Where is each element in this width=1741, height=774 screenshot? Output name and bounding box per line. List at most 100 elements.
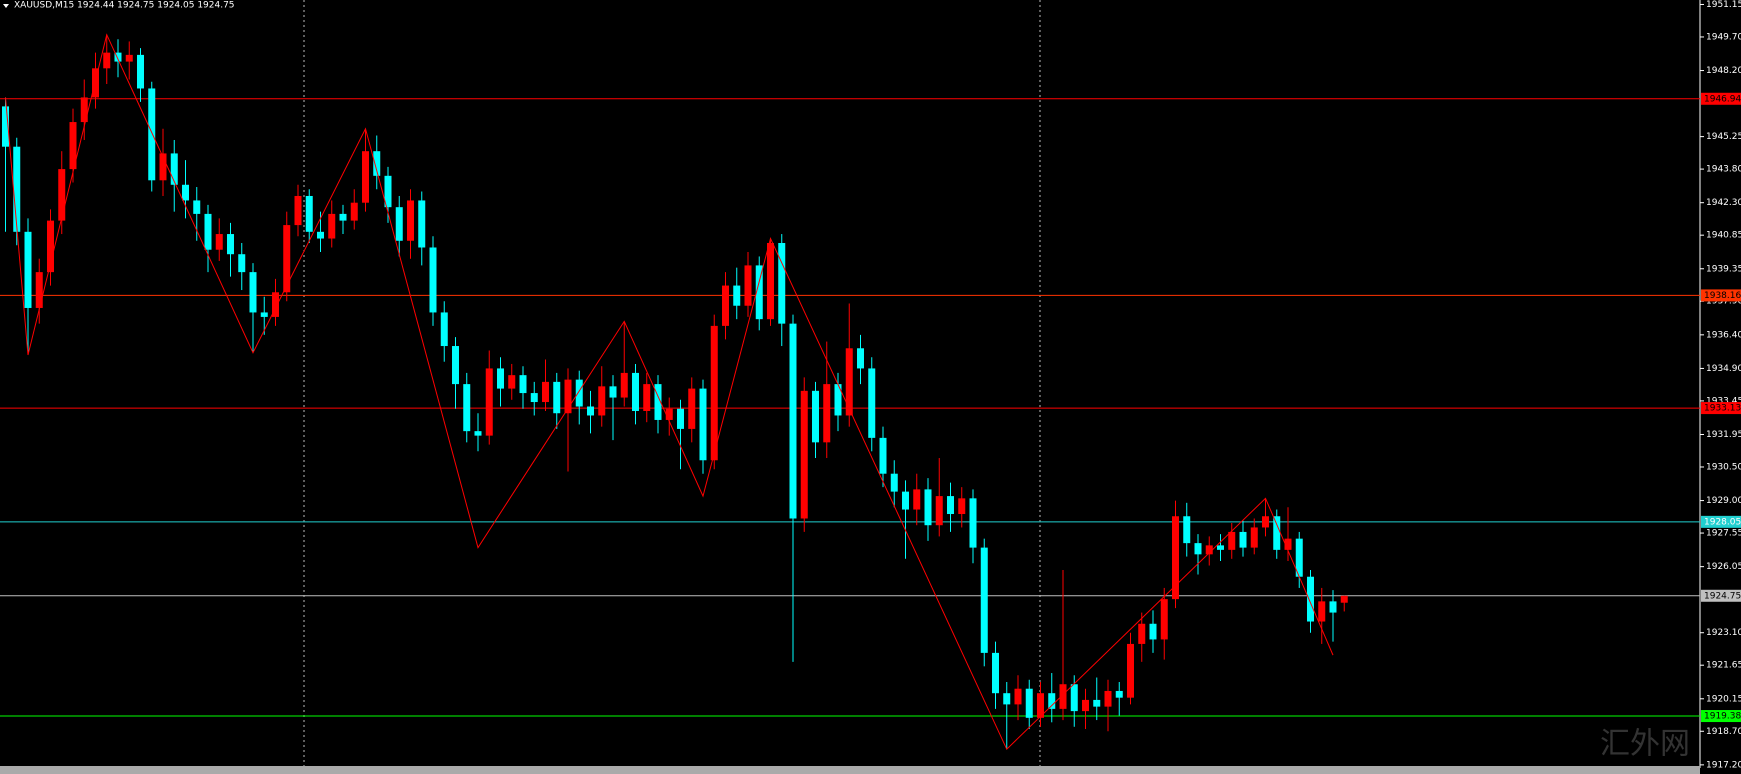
candle-body [553,381,561,414]
candle-body [1273,516,1281,550]
zigzag-line [5,33,1334,751]
candle-body [58,169,66,221]
candle-body [47,220,54,273]
level-label: 1924.75 [1704,591,1741,601]
candle-body [890,473,898,492]
candle-body [1340,595,1348,603]
y-tick-label: 1933.45 [1706,396,1741,406]
candle-body [722,285,729,326]
candle-body [665,408,673,420]
candle-body [620,372,628,398]
candle-body [508,375,516,389]
candle-body [1318,601,1326,622]
y-tick-label: 1923.10 [1706,628,1741,638]
candle-body [935,496,943,526]
y-tick-label: 1949.70 [1706,32,1741,42]
candle-body [958,498,966,515]
candle-body [992,652,999,694]
candle-body [227,234,234,255]
candle-body [1070,684,1078,712]
candle-body [429,247,437,313]
candle-body [1329,601,1337,613]
candle-body [1003,693,1011,705]
candle-body [654,384,662,420]
candle-body [114,52,122,62]
candle-body [1014,688,1022,705]
candle-body [260,312,268,317]
y-tick-label: 1937.90 [1706,297,1741,307]
candle-body [575,379,583,407]
level-label-box [1701,92,1741,105]
candle-body [272,292,279,317]
candle-body [1228,531,1236,550]
candle-body [857,348,864,369]
bottom-bar [0,766,1700,774]
candle-body [463,384,471,432]
candle-body [969,498,977,548]
candle-body [598,386,606,416]
candle-body [362,151,369,203]
candle-body [823,384,831,443]
level-label-box [1701,515,1741,528]
candle-body [1205,545,1213,555]
candle-body [1048,693,1056,709]
y-tick-label: 1936.40 [1706,330,1741,340]
candle-body [215,234,223,250]
candle-body [418,200,426,248]
candle-body [294,195,302,226]
candle-body [13,146,21,232]
candle-body [530,393,538,403]
candle-body [980,547,988,653]
candle-body [1149,623,1157,640]
candle-body [182,184,189,201]
candle-body [913,489,921,510]
candle-body [1025,688,1033,718]
level-label: 1946.94 [1704,94,1741,104]
y-tick-label: 1940.85 [1706,231,1741,241]
candle-body [238,254,246,273]
candle-body [845,348,853,416]
candle-body [407,200,414,241]
candle-body [193,200,201,214]
candle-body [1127,643,1134,698]
y-tick-label: 1942.30 [1706,198,1741,208]
candle-body [947,496,954,515]
candle-body [1295,538,1303,577]
y-tick-label: 1921.65 [1706,661,1741,671]
candle-body [1104,690,1112,707]
candle-body [1262,516,1269,528]
candle-body [103,52,111,69]
candle-body [688,388,696,429]
candle-body [1239,531,1247,548]
candle-body [148,88,156,181]
y-tick-label: 1945.25 [1706,132,1741,142]
level-label-box [1701,710,1741,723]
candle-body [69,122,77,170]
chart-title: XAUUSD,M15 1924.44 1924.75 1924.05 1924.… [14,1,235,11]
candle-body [452,346,459,385]
candle-body [1138,623,1146,644]
y-tick-label: 1927.55 [1706,529,1741,539]
candle-body [1194,543,1202,555]
candle-body [2,106,9,147]
candle-body [80,97,88,123]
candle-body [677,408,684,429]
candle-body [283,225,291,293]
y-tick-label: 1948.20 [1706,66,1741,76]
menu-arrow[interactable] [3,4,9,8]
level-label-box [1701,402,1741,415]
candle-body [1115,690,1123,698]
candle-body [249,272,257,313]
candle-body [755,265,763,320]
level-label: 1928.05 [1704,517,1741,527]
candle-body [24,231,32,308]
candle-body [350,202,358,221]
candle-body [317,231,324,239]
candle-body [170,153,178,185]
candle-body [125,54,133,62]
candle-body [440,312,448,347]
candle-body [800,390,808,519]
candle-body [632,372,639,411]
candle-body [767,243,774,320]
